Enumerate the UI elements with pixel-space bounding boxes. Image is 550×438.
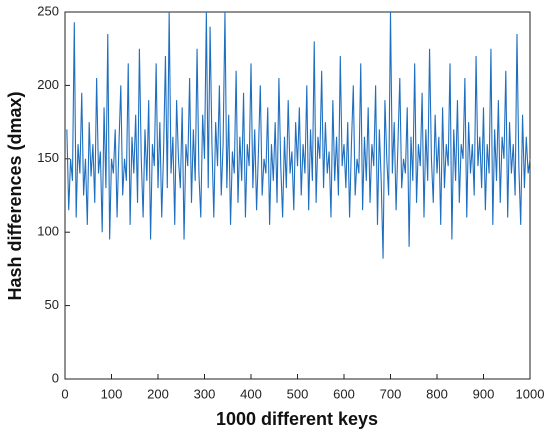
y-tick-label: 0	[52, 370, 59, 385]
x-tick-label: 300	[194, 386, 216, 401]
x-tick-label: 200	[147, 386, 169, 401]
plot-frame	[64, 11, 531, 380]
y-tick-label: 100	[37, 224, 59, 239]
y-tick-label: 50	[45, 297, 59, 312]
x-tick-label: 100	[101, 386, 123, 401]
x-tick-label: 700	[380, 386, 402, 401]
x-tick-label: 800	[426, 386, 448, 401]
y-axis-label: Hash differences (dmax)	[5, 91, 25, 300]
x-tick-label: 0	[61, 386, 68, 401]
y-tick-label: 250	[37, 3, 59, 18]
x-tick-label: 900	[473, 386, 495, 401]
x-tick-label: 600	[333, 386, 355, 401]
x-tick-label: 400	[240, 386, 262, 401]
data-line	[66, 11, 531, 259]
y-tick-label: 200	[37, 77, 59, 92]
x-axis-label: 1000 different keys	[216, 409, 378, 429]
y-tick-label: 150	[37, 150, 59, 165]
x-tick-label: 1000	[516, 386, 545, 401]
x-tick-label: 500	[287, 386, 309, 401]
